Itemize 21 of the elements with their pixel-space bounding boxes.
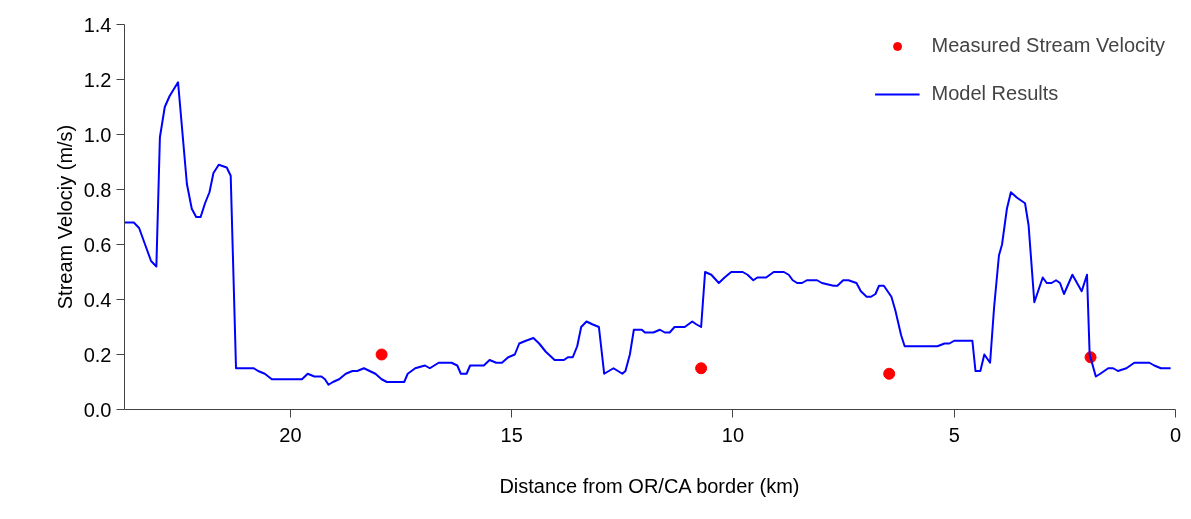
x-tick-label: 0 (1169, 423, 1182, 446)
y-tick-label: 0.2 (83, 343, 112, 366)
x-tick-label: 15 (500, 423, 523, 446)
x-tick-label: 10 (721, 423, 745, 446)
point (883, 367, 896, 380)
y-tick-label: 1.4 (83, 13, 112, 36)
y-tick-label: 1.2 (83, 68, 112, 91)
x-tick-label: 20 (279, 423, 302, 446)
line-series (124, 81, 1172, 386)
y-tick-label: 0.8 (83, 178, 112, 201)
point (695, 362, 708, 375)
y-axis-title: Stream Velociy (m/s) (53, 124, 76, 310)
x-tick-label: 5 (948, 423, 960, 446)
x-axis-title: Distance from OR/CA border (km) (499, 474, 800, 497)
y-tick-label: 0.4 (83, 288, 112, 311)
y-tick-label: 0.6 (83, 233, 112, 256)
point (375, 348, 388, 361)
legend-label: Model Results (931, 82, 1059, 105)
y-tick-label: 1.0 (83, 123, 112, 146)
legend-label: Measured Stream Velocity (931, 34, 1165, 57)
y-tick-label: 0.0 (83, 398, 112, 421)
